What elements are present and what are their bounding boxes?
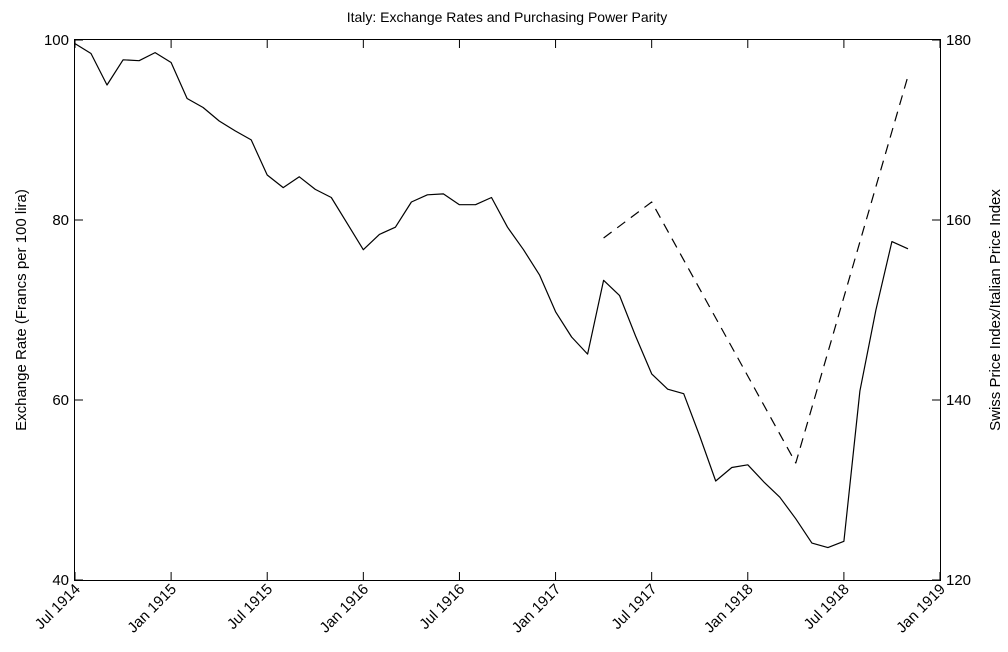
x-tick-label: Jan 1915	[124, 581, 180, 637]
y-tick-label: 60	[52, 392, 69, 409]
chart-title: Italy: Exchange Rates and Purchasing Pow…	[347, 9, 668, 25]
y2-tick-label: 180	[946, 32, 971, 49]
y2-tick-label: 120	[946, 572, 971, 589]
y-tick-label: 80	[52, 212, 69, 229]
series-line-exchange-rate	[74, 43, 909, 549]
x-tick-label: Jul 1917	[608, 581, 660, 633]
y-tick-label: 40	[52, 572, 69, 589]
y2-tick-label: 140	[946, 392, 971, 409]
x-tick-label: Jul 1918	[801, 581, 853, 633]
y-axis-right: 120 140 160 180	[932, 32, 971, 589]
y2-tick-label: 160	[946, 212, 971, 229]
x-tick-label: Jan 1916	[316, 581, 372, 637]
x-tick-label: Jan 1918	[701, 581, 757, 637]
x-tick-label: Jul 1916	[416, 581, 468, 633]
x-axis: Jul 1914 Jan 1915 Jul 1915 Jan 1916 Jul 1916…	[32, 40, 949, 636]
y-axis-label: Exchange Rate (Francs per 100 lira)	[13, 189, 30, 431]
x-tick-label: Jul 1915	[224, 581, 276, 633]
y-tick-label: 100	[44, 32, 69, 49]
y2-axis-label: Swiss Price Index/Italian Price Index	[987, 189, 1004, 431]
x-tick-label: Jan 1919	[893, 581, 949, 637]
series-line-price-index-ratio	[603, 75, 909, 464]
plot-frame	[74, 39, 941, 581]
series-group	[74, 43, 909, 549]
x-tick-label: Jan 1917	[509, 581, 565, 637]
y-axis-left: 40 60 80 100	[44, 32, 83, 589]
